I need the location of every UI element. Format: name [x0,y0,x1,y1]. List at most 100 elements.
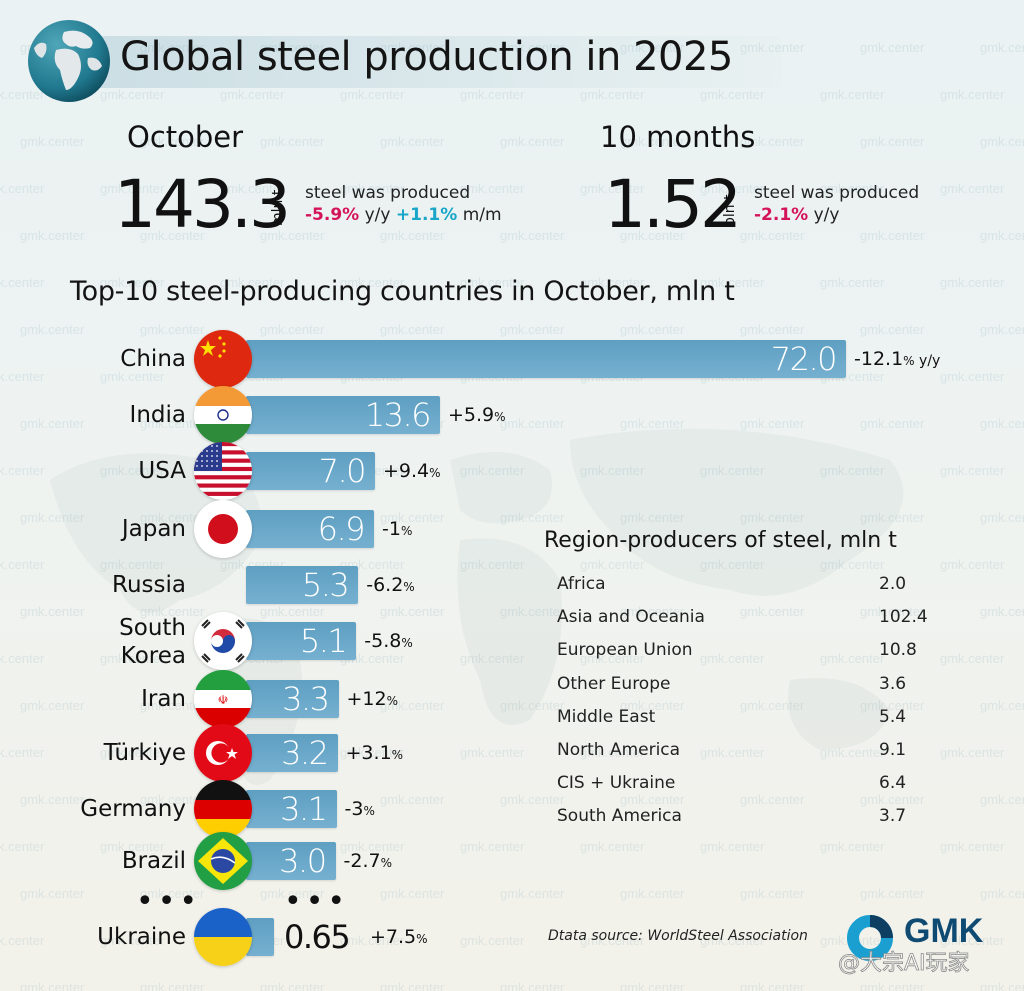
percent-sign: % [391,748,404,762]
region-value: 6.4 [879,773,907,794]
gmk-logo-text: GMK [904,912,984,950]
october-yoy-suffix: y/y [364,205,391,225]
region-value: 102.4 [879,607,928,628]
bar-row-usa: 7.0 +9.4% USA [0,442,1024,508]
region-value: 9.1 [879,739,907,760]
country-label: Ukraine [97,924,186,950]
globe-icon [28,20,110,102]
change-label: +5.9% [448,396,506,436]
usa-flag-icon [194,442,252,500]
region-row: Middle East 5.4 [557,703,937,736]
country-label: India [129,402,186,428]
region-name: Asia and Oceania [557,607,705,628]
turkiye-flag-icon [194,724,252,782]
bar-value-label: 13.6 [364,396,432,434]
change-value: +7.5 [370,926,417,948]
region-value: 10.8 [879,640,917,661]
october-description: steel was produced -5.9% y/y +1.1% m/m [305,182,502,226]
ytd-summary: 10 months 1.52 bln t steel was produced … [0,0,1024,250]
change-label: -2.7% [344,842,392,882]
october-label: October [127,120,244,154]
bar-value-label: 3.1 [280,790,328,828]
gap-marker: ••• [284,884,350,919]
change-value: -3 [344,798,364,820]
region-table-title: Region-producers of steel, mln t [544,528,897,553]
october-yoy: -5.9% [305,205,360,225]
change-label: +9.4% [383,452,441,492]
region-value: 3.6 [879,673,907,694]
region-name: Other Europe [557,673,671,694]
bar-value-label: 3.0 [279,842,327,880]
bar-value-label: 5.3 [301,566,350,604]
bar: 7.0 [246,452,375,490]
change-value: +12 [346,688,387,710]
bar-value-label: 6.9 [317,510,366,548]
title-band [82,36,782,88]
change-value: -6.2 [366,574,404,596]
gap-marker: ••• [136,884,202,919]
japan-flag-icon [194,500,252,558]
header: Global steel production in 2025 [22,18,802,104]
bar: 5.3 [246,566,359,604]
change-value: -1 [381,518,401,540]
germany-flag-icon [194,780,252,838]
percent-sign: % [401,636,413,650]
bar-row-china: 72.0 -12.1% y/y China [0,330,1024,396]
bar-row-south-korea: 5.1 -5.8% South Korea [0,612,1024,678]
ukraine-flag-icon [194,908,252,966]
iran-flag-icon: ☫ [194,670,252,728]
bar: 3.1 [246,790,337,828]
change-label: +7.5% [370,918,428,958]
october-value: 143.3 [114,166,291,243]
change-label: +12% [347,680,399,720]
region-row: North America 9.1 [557,736,937,769]
bar-row-germany: 3.1 -3% Germany [0,780,1024,846]
change-suffix: y/y [914,353,941,369]
bar: 3.3 [246,680,339,718]
region-value: 2.0 [879,574,907,594]
bar: 3.0 [246,842,336,880]
country-label: Iran [141,686,186,712]
region-name: North America [557,739,681,760]
bar-row-brazil: 3.0 -2.7% Brazil [0,832,1024,898]
percent-sign: % [494,410,506,424]
bar-value-label: 0.65 [284,918,351,956]
percent-sign: % [363,804,375,818]
bar-value-label: 3.3 [282,680,330,718]
country-label: Japan [121,516,186,542]
change-label: -5.8% [364,622,412,662]
percent-sign: % [429,466,441,480]
bar: 72.0 [246,340,846,378]
region-row: Other Europe 3.6 [557,670,937,703]
country-label: Brazil [121,848,186,874]
bar: 3.2 [246,734,338,772]
bar-row-iran: 3.3 +12% Iran ☫ [0,670,1024,736]
bar: 6.9 [246,510,374,548]
gmk-logo-icon [847,915,893,961]
october-summary: October 143.3 mln t steel was produced -… [0,0,512,250]
change-value: -5.8 [364,630,402,652]
country-label-line: South [119,615,186,641]
bar-value-label: 5.1 [299,622,348,660]
overlay-watermark: @大宗AI玩家 [838,951,970,977]
percent-sign: % [903,354,915,368]
october-desc-text: steel was produced [305,183,471,203]
change-label: +3.1% [346,734,404,774]
change-label: -12.1% y/y [854,340,940,380]
ytd-value: 1.52 [604,166,742,243]
country-label: Türkiye [103,740,186,766]
page-title: Global steel production in 2025 [120,34,733,80]
country-label: Germany [80,796,186,822]
change-label: -1% [382,510,412,550]
region-name: South America [557,806,682,827]
percent-sign: % [380,856,393,870]
ytd-yoy: -2.1% [754,205,809,225]
change-label: -6.2% [366,566,414,606]
bar: 5.1 [246,622,357,660]
china-flag-icon [194,330,252,388]
region-row: European Union 10.8 [557,636,937,669]
region-row: South America 3.7 [557,802,937,835]
change-value: -12.1 [854,348,904,370]
bar-value-label: 72.0 [770,340,838,378]
